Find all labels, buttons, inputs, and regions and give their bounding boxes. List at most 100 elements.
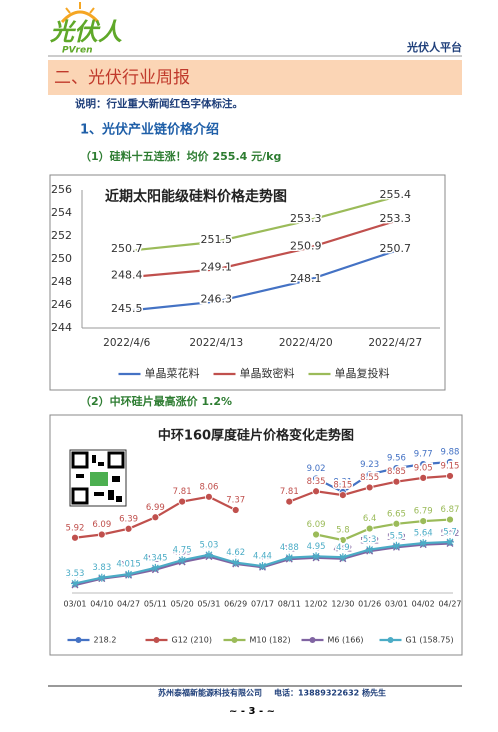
data-label: 250.7 xyxy=(380,242,412,255)
data-label: 246.3 xyxy=(201,293,233,306)
y-tick-label: 252 xyxy=(51,229,72,242)
data-label: 4.75 xyxy=(173,546,192,556)
data-label: 9.05 xyxy=(414,463,433,473)
legend-marker xyxy=(231,637,238,643)
point xyxy=(312,487,320,496)
data-label: 4.95 xyxy=(307,542,326,552)
point xyxy=(419,539,428,548)
y-tick-label: 254 xyxy=(51,206,72,219)
point xyxy=(97,530,106,539)
data-label: 3.78 xyxy=(92,564,111,574)
point xyxy=(338,536,347,544)
point xyxy=(178,497,187,506)
point xyxy=(151,513,160,522)
data-label: 6.99 xyxy=(146,503,165,513)
data-label: 4.25 xyxy=(146,555,165,565)
x-tick-label: 05/31 xyxy=(197,600,220,609)
point xyxy=(419,473,428,482)
x-tick-label: 05/20 xyxy=(171,600,194,609)
data-label: 5.62 xyxy=(441,529,460,539)
data-label: 250.9 xyxy=(290,240,322,253)
data-label: 4.38 xyxy=(253,553,272,563)
platform-name: 光伏人平台 xyxy=(406,40,462,54)
data-label: 6.4 xyxy=(363,514,377,524)
chart-title: 中环160厚度硅片价格变化走势图 xyxy=(158,428,354,444)
logo-text: 光伏人 xyxy=(49,18,122,46)
data-label: 7.37 xyxy=(226,496,245,506)
series-line xyxy=(315,518,451,542)
point xyxy=(446,472,454,480)
data-label: 6.79 xyxy=(414,507,433,517)
point xyxy=(97,573,106,582)
data-label: 8.06 xyxy=(199,482,218,492)
logo: 光伏人 PVren xyxy=(49,2,122,56)
legend-label: G12 (210) xyxy=(172,636,212,645)
data-label: 251.5 xyxy=(201,233,233,246)
legend-marker xyxy=(75,637,82,643)
data-label: 8.55 xyxy=(360,473,379,483)
point xyxy=(312,474,320,483)
point xyxy=(71,533,79,542)
series-line xyxy=(126,249,396,312)
point xyxy=(312,530,320,539)
point xyxy=(392,464,401,473)
data-label: 6.65 xyxy=(387,509,406,519)
legend-marker xyxy=(309,637,316,643)
data-label: 248.1 xyxy=(290,272,322,285)
point xyxy=(392,519,401,528)
legend-label: 单晶致密料 xyxy=(240,366,295,380)
point xyxy=(178,556,187,565)
data-label: 5.8 xyxy=(336,526,350,536)
point xyxy=(446,537,454,546)
data-label: 5.3 xyxy=(363,535,377,545)
point xyxy=(338,491,347,499)
point xyxy=(124,524,133,533)
data-label: 255.4 xyxy=(380,188,412,201)
data-label: 253.3 xyxy=(380,212,412,225)
data-label: 9.23 xyxy=(360,460,379,470)
data-label: 5.7 xyxy=(443,527,457,537)
y-tick-label: 250 xyxy=(51,252,72,265)
data-label: 4.82 xyxy=(333,544,352,554)
point xyxy=(365,524,374,533)
section-bar xyxy=(48,60,462,95)
data-label: 3.45 xyxy=(66,571,85,581)
point xyxy=(204,550,213,559)
x-tick-label: 2022/4/13 xyxy=(189,337,243,349)
data-label: 6.39 xyxy=(119,514,138,524)
qr-code xyxy=(69,449,127,507)
x-tick-label: 12/30 xyxy=(331,600,354,609)
data-label: 9.02 xyxy=(307,464,326,474)
data-label: 6.09 xyxy=(92,520,111,530)
data-label: 4.44 xyxy=(253,552,272,562)
point xyxy=(446,515,454,524)
data-label: 5.64 xyxy=(414,529,433,539)
point xyxy=(365,470,374,479)
point xyxy=(419,460,428,469)
data-label: 6.87 xyxy=(441,505,460,515)
data-label: 8.35 xyxy=(307,477,326,487)
data-label: 5.5 xyxy=(390,531,404,541)
data-label: 4.345 xyxy=(143,553,167,563)
note: 说明：行业重大新闻红色字体标注。 xyxy=(75,97,243,110)
x-tick-label: 05/11 xyxy=(144,600,167,609)
data-label: 4.8 xyxy=(283,545,297,555)
point xyxy=(392,541,401,550)
data-label: 8.85 xyxy=(387,467,406,477)
data-label: 4.93 xyxy=(199,542,218,552)
data-label: 250.7 xyxy=(111,242,143,255)
data-label: 9.88 xyxy=(441,448,460,458)
x-tick-label: 04/10 xyxy=(90,600,113,609)
section-title: 二、光伏行业周报 xyxy=(54,68,190,88)
data-label: 4.55 xyxy=(226,549,245,559)
x-tick-label: 04/27 xyxy=(117,600,140,609)
data-label: 4.87 xyxy=(307,543,326,553)
point xyxy=(365,545,374,554)
data-label: 245.5 xyxy=(111,302,143,315)
data-label: 9.77 xyxy=(414,450,433,460)
legend-label: 单晶复投料 xyxy=(335,366,390,380)
legend-label: M10 (182) xyxy=(250,636,291,645)
x-tick-label: 12/02 xyxy=(305,600,328,609)
point xyxy=(285,497,294,506)
legend-marker xyxy=(153,637,160,643)
